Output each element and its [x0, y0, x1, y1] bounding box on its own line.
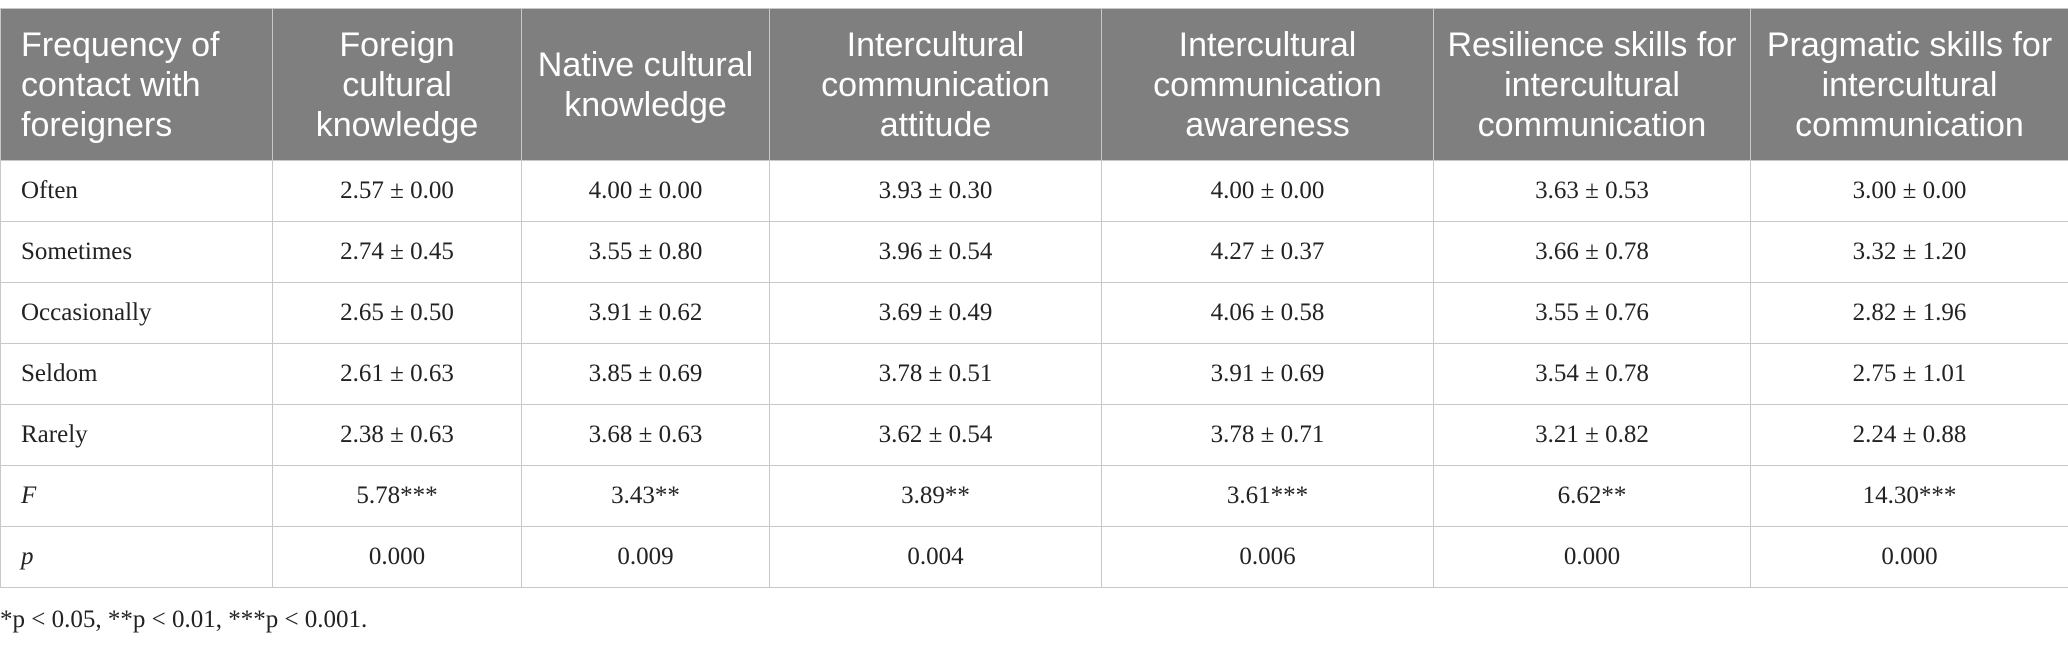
row-label: Occasionally	[0, 282, 273, 344]
table-cell: 2.75 ± 1.01	[1750, 343, 2068, 405]
table-cell: 3.85 ± 0.69	[521, 343, 770, 405]
table-cell: 3.66 ± 0.78	[1433, 221, 1751, 283]
header-row: Frequency of contact with foreigners Fore…	[0, 8, 2068, 161]
table-cell: 3.78 ± 0.51	[769, 343, 1102, 405]
header-cell: Intercultural communication attitude	[769, 8, 1102, 161]
row-label: Often	[0, 160, 273, 222]
table-cell: 0.009	[521, 526, 770, 588]
table-cell: 3.93 ± 0.30	[769, 160, 1102, 222]
row-label: F	[0, 465, 273, 527]
header-cell: Frequency of contact with foreigners	[0, 8, 273, 161]
table-cell: 2.57 ± 0.00	[272, 160, 522, 222]
table-cell: 3.43**	[521, 465, 770, 527]
table-cell: 3.00 ± 0.00	[1750, 160, 2068, 222]
table-cell: 4.00 ± 0.00	[1101, 160, 1434, 222]
data-table: Frequency of contact with foreigners Fore…	[0, 8, 2068, 588]
table-cell: 0.006	[1101, 526, 1434, 588]
table-cell: 3.91 ± 0.62	[521, 282, 770, 344]
row-label: Rarely	[0, 404, 273, 466]
row-label: Sometimes	[0, 221, 273, 283]
table-cell: 2.82 ± 1.96	[1750, 282, 2068, 344]
header-cell: Native cultural knowledge	[521, 8, 770, 161]
table-cell: 4.00 ± 0.00	[521, 160, 770, 222]
table-row: Often 2.57 ± 0.00 4.00 ± 0.00 3.93 ± 0.30 4.…	[0, 160, 2068, 222]
table-row: F 5.78*** 3.43** 3.89** 3.61*** 6.62** 14.30**…	[0, 465, 2068, 527]
header-cell: Foreign cultural knowledge	[272, 8, 522, 161]
table-cell: 4.27 ± 0.37	[1101, 221, 1434, 283]
table-cell: 3.96 ± 0.54	[769, 221, 1102, 283]
table-cell: 2.74 ± 0.45	[272, 221, 522, 283]
table-row: Sometimes 2.74 ± 0.45 3.55 ± 0.80 3.96 ± 0.…	[0, 221, 2068, 283]
table-body: Often 2.57 ± 0.00 4.00 ± 0.00 3.93 ± 0.30 4.…	[0, 160, 2068, 588]
table-cell: 3.21 ± 0.82	[1433, 404, 1751, 466]
table-cell: 3.55 ± 0.80	[521, 221, 770, 283]
table-cell: 2.24 ± 0.88	[1750, 404, 2068, 466]
table-cell: 3.54 ± 0.78	[1433, 343, 1751, 405]
table-cell: 4.06 ± 0.58	[1101, 282, 1434, 344]
table-cell: 3.89**	[769, 465, 1102, 527]
table-cell: 3.55 ± 0.76	[1433, 282, 1751, 344]
table-cell: 2.38 ± 0.63	[272, 404, 522, 466]
table-cell: 5.78***	[272, 465, 522, 527]
table-cell: 3.78 ± 0.71	[1101, 404, 1434, 466]
table-cell: 6.62**	[1433, 465, 1751, 527]
table-cell: 2.61 ± 0.63	[272, 343, 522, 405]
table-cell: 3.61***	[1101, 465, 1434, 527]
row-label: Seldom	[0, 343, 273, 405]
table-container: Frequency of contact with foreigners Fore…	[0, 8, 2068, 588]
table-cell: 0.000	[1750, 526, 2068, 588]
table-row: p 0.000 0.009 0.004 0.006 0.000 0.000	[0, 526, 2068, 588]
header-cell: Resilience skills for intercultural comm…	[1433, 8, 1751, 161]
table-cell: 3.69 ± 0.49	[769, 282, 1102, 344]
header-cell: Intercultural communication awareness	[1101, 8, 1434, 161]
table-cell: 0.000	[272, 526, 522, 588]
table-cell: 3.32 ± 1.20	[1750, 221, 2068, 283]
table-cell: 3.63 ± 0.53	[1433, 160, 1751, 222]
table-cell: 0.000	[1433, 526, 1751, 588]
table-row: Rarely 2.38 ± 0.63 3.68 ± 0.63 3.62 ± 0.54 3…	[0, 404, 2068, 466]
table-cell: 3.68 ± 0.63	[521, 404, 770, 466]
footnote: *p < 0.05, **p < 0.01, ***p < 0.001.	[0, 606, 368, 633]
table-row: Occasionally 2.65 ± 0.50 3.91 ± 0.62 3.69 ±…	[0, 282, 2068, 344]
table-cell: 0.004	[769, 526, 1102, 588]
table-cell: 3.91 ± 0.69	[1101, 343, 1434, 405]
row-label: p	[0, 526, 273, 588]
table-row: Seldom 2.61 ± 0.63 3.85 ± 0.69 3.78 ± 0.51 3…	[0, 343, 2068, 405]
header-cell: Pragmatic skills for intercultural commu…	[1750, 8, 2068, 161]
table-cell: 14.30***	[1750, 465, 2068, 527]
table-cell: 3.62 ± 0.54	[769, 404, 1102, 466]
table-cell: 2.65 ± 0.50	[272, 282, 522, 344]
